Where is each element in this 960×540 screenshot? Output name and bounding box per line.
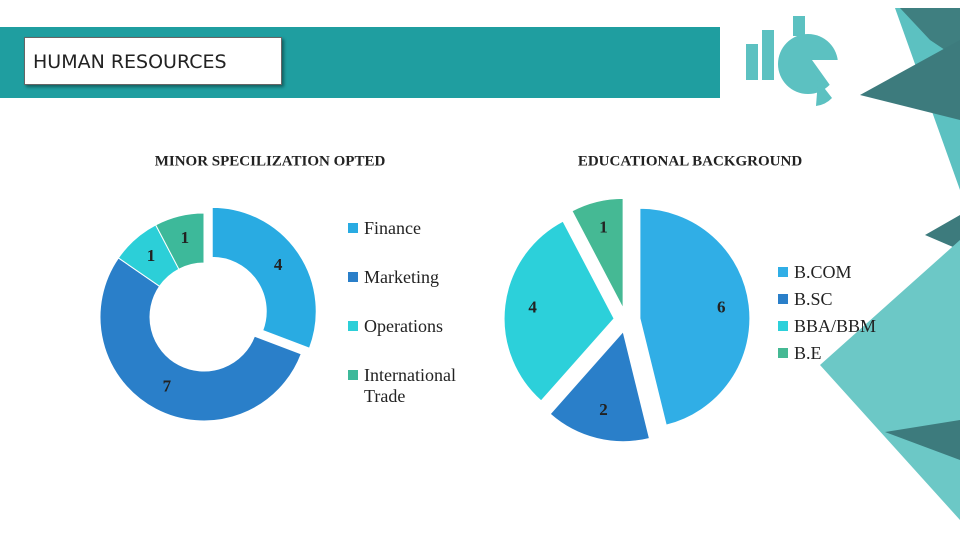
data-label: 1 [181, 228, 190, 247]
data-label: 1 [599, 218, 608, 237]
chart-title: EDUCATIONAL BACKGROUND [578, 153, 802, 169]
header-title: HUMAN RESOURCES [24, 37, 282, 85]
legend-item: Operations [348, 316, 478, 337]
slice [549, 330, 651, 443]
legend-swatch [778, 267, 788, 277]
legend-label: Finance [364, 218, 421, 238]
legend: B.COM B.SC BBA/BBM B.E [778, 262, 908, 370]
legend-swatch [778, 321, 788, 331]
legend-swatch [348, 321, 358, 331]
data-label: 1 [147, 246, 156, 265]
legend-item: BBA/BBM [778, 316, 908, 337]
legend-label: B.COM [794, 262, 852, 282]
chart-title: MINOR SPECILIZATION OPTED [155, 153, 386, 169]
legend-item: B.COM [778, 262, 908, 283]
legend-label: B.E [794, 343, 822, 363]
legend-item: B.E [778, 343, 908, 364]
legend-label: Marketing [364, 267, 439, 287]
slice [503, 220, 615, 402]
slice [154, 212, 205, 270]
legend-item: Finance [348, 218, 478, 239]
legend: Finance Marketing Operations International … [348, 218, 478, 435]
legend-swatch [348, 370, 358, 380]
data-label: 2 [599, 400, 608, 419]
legend-label: Operations [364, 316, 443, 336]
icon [746, 16, 843, 106]
data-label: 6 [717, 297, 726, 316]
decor [820, 240, 960, 520]
legend-swatch [348, 223, 358, 233]
legend-label: BBA/BBM [794, 316, 877, 336]
legend-swatch [778, 294, 788, 304]
legend-label: B.SC [794, 289, 833, 309]
legend-item: B.SC [778, 289, 908, 310]
slice [639, 207, 751, 426]
legend-item: Marketing [348, 267, 478, 288]
slice [211, 206, 317, 349]
slice [99, 257, 302, 422]
decor [925, 215, 960, 250]
legend-item: International Trade [348, 365, 478, 407]
data-label: 7 [163, 377, 172, 396]
legend-swatch [778, 348, 788, 358]
data-label: 4 [274, 255, 283, 274]
slice [571, 197, 624, 309]
data-label: 4 [528, 298, 537, 317]
legend-swatch [348, 272, 358, 282]
decor [885, 420, 960, 460]
decor [900, 8, 960, 60]
legend-label: International Trade [364, 365, 456, 406]
decor [860, 40, 960, 120]
